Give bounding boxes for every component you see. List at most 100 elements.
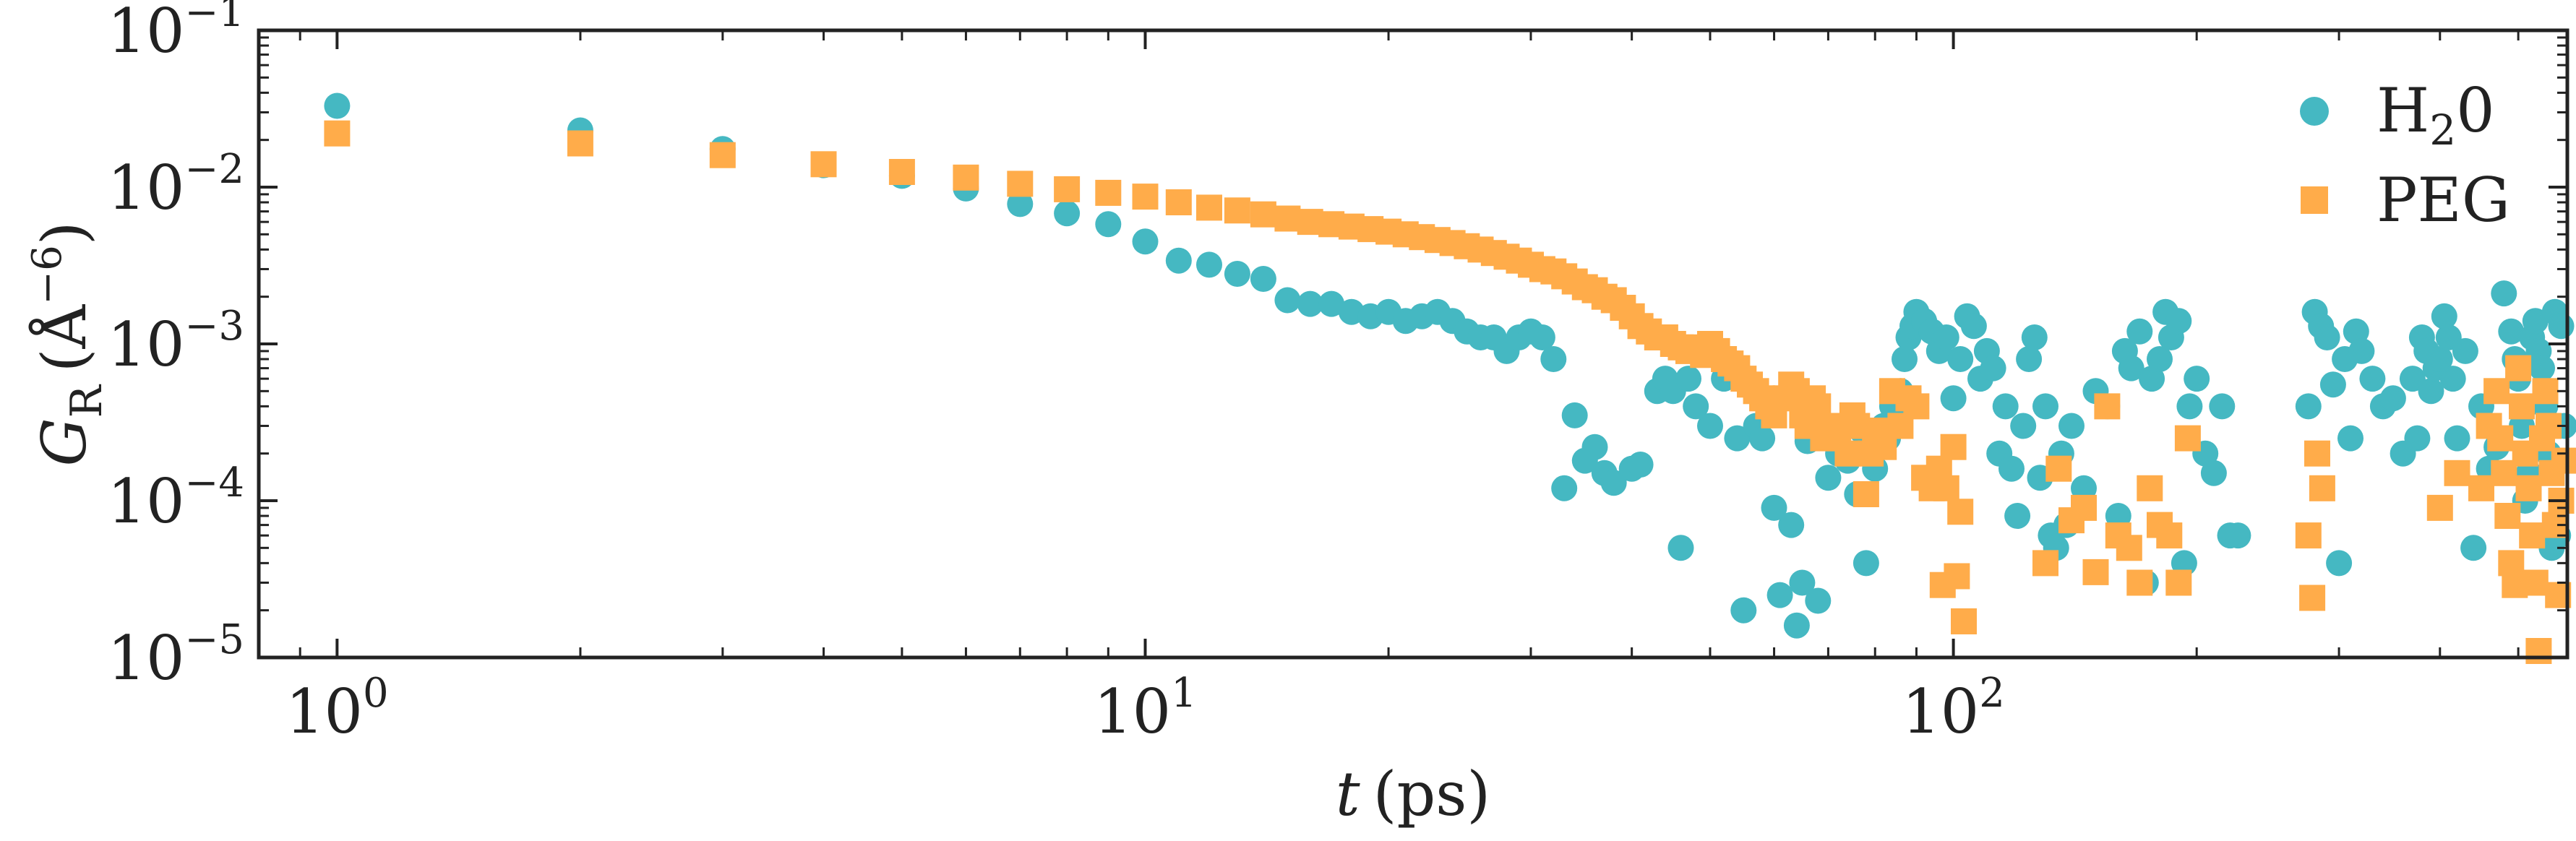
data-point (2343, 318, 2369, 345)
data-point (1766, 582, 1793, 608)
y-axis-unit-open: (Å (28, 303, 100, 372)
data-point (2319, 371, 2346, 398)
data-point (2116, 535, 2142, 561)
data-point (2548, 313, 2575, 340)
tick-exponent: 0 (363, 670, 389, 717)
data-point (1980, 355, 2006, 381)
data-point (2295, 393, 2322, 420)
data-point (2171, 550, 2197, 577)
data-point (2399, 366, 2426, 392)
data-point (1903, 393, 1930, 420)
data-point (1250, 201, 1276, 228)
data-point (2525, 638, 2552, 664)
data-point (1095, 179, 1122, 206)
series-h2o (324, 92, 2576, 639)
data-point (2452, 337, 2478, 364)
x-axis-label: t (ps) (1336, 759, 1490, 829)
data-point (1250, 266, 1276, 292)
tick-base: 10 (108, 0, 185, 66)
data-point (2184, 366, 2210, 392)
data-point (2431, 303, 2457, 329)
data-point (2139, 366, 2165, 392)
tick-base: 10 (108, 309, 185, 380)
x-tick-label: 101 (1094, 670, 1197, 747)
data-point (1998, 455, 2025, 482)
series-peg (324, 120, 2576, 664)
data-point (2010, 413, 2037, 439)
data-point (953, 164, 979, 191)
data-point (2045, 455, 2072, 482)
data-point (2071, 475, 2097, 501)
data-point (2418, 378, 2444, 405)
data-point (2094, 393, 2121, 420)
legend-h2o-sub: 2 (2429, 105, 2456, 155)
data-point (2522, 308, 2549, 335)
data-point (2460, 535, 2487, 561)
data-point (324, 92, 351, 119)
data-point (1947, 346, 1974, 372)
tick-exponent: −5 (184, 616, 244, 663)
data-point (1529, 324, 1555, 350)
data-point (2498, 550, 2525, 577)
data-point (1274, 205, 1301, 232)
tick-base: 10 (108, 623, 185, 694)
data-point (2519, 522, 2546, 549)
data-point (2105, 503, 2131, 529)
data-point (2509, 413, 2535, 439)
tick-exponent: 1 (1171, 670, 1197, 717)
data-point (2209, 393, 2236, 420)
data-point (1224, 197, 1250, 224)
data-point (2494, 503, 2521, 529)
legend: H20 PEG (2300, 75, 2510, 236)
data-point (2071, 494, 2097, 521)
data-point (1992, 393, 2019, 420)
tick-exponent: −2 (184, 146, 244, 193)
legend-h2o-tail: 0 (2456, 75, 2494, 146)
data-point (1761, 494, 1787, 521)
data-point (2505, 355, 2532, 381)
legend-h2o-name: H (2377, 75, 2429, 146)
y-axis-label: GR (Å−6) (24, 221, 112, 466)
data-point (2379, 385, 2406, 412)
data-point (2156, 522, 2183, 549)
data-point (2522, 569, 2549, 596)
data-point (1551, 475, 1578, 501)
data-point (2348, 337, 2375, 364)
data-point (1683, 393, 1709, 420)
legend-marker-h2o (2300, 97, 2329, 126)
legend-label-h2o: H20 (2377, 75, 2495, 155)
data-point (2200, 460, 2227, 486)
data-point (2176, 393, 2203, 420)
data-point (1805, 587, 1832, 614)
data-point (2359, 366, 2386, 392)
data-point (2314, 324, 2340, 350)
data-point (1944, 563, 1970, 590)
data-point (1947, 499, 1974, 525)
data-point (2468, 475, 2494, 501)
data-point (1789, 569, 1816, 596)
legend-marker-peg (2301, 186, 2328, 214)
data-point (2404, 425, 2431, 452)
data-point (2444, 460, 2470, 486)
data-point (1783, 612, 1810, 639)
legend-label-peg: PEG (2377, 165, 2510, 236)
data-point (2147, 346, 2173, 372)
tick-base: 10 (285, 676, 363, 747)
data-point (2426, 494, 2453, 521)
data-point (1730, 597, 1757, 624)
data-point (2165, 569, 2192, 596)
data-point (2082, 558, 2109, 585)
y-tick-label: 10−5 (108, 616, 244, 694)
data-point (1007, 171, 1034, 197)
data-point (1933, 324, 1959, 350)
axis-ticks (257, 29, 2567, 659)
tick-exponent: 2 (1979, 670, 2005, 717)
data-point (1581, 434, 1608, 460)
data-point (2021, 324, 2048, 350)
data-point (1627, 452, 1654, 478)
data-point (2032, 550, 2058, 577)
data-point (1132, 184, 1159, 210)
tick-exponent: −1 (184, 0, 244, 36)
